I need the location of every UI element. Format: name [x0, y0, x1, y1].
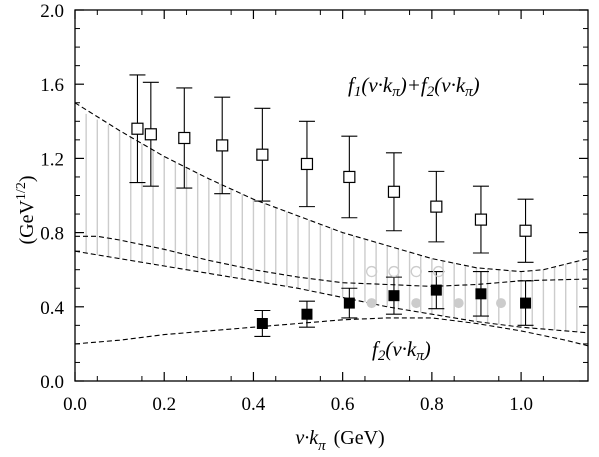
filled-square-marker	[430, 284, 442, 296]
dashed-curve	[74, 102, 589, 273]
data-markers	[129, 74, 534, 338]
x-tick-label: 1.0	[509, 394, 533, 415]
annotation-f2: f2(v·kπ)	[372, 337, 431, 364]
open-circle-marker	[388, 265, 400, 278]
y-tick-label: 1.6	[40, 75, 64, 96]
open-square-marker	[519, 224, 532, 237]
y-axis-label-sup: 1/2	[14, 182, 29, 200]
y-tick-label: 0.4	[40, 298, 64, 319]
filled-square-marker	[301, 308, 313, 320]
open-circle-marker	[410, 265, 422, 278]
x-tick-label: 0.4	[242, 394, 266, 415]
dashed-curve	[74, 317, 589, 347]
filled-square-marker	[343, 297, 355, 309]
x-tick-label: 0.6	[331, 394, 355, 415]
filled-circle-marker	[411, 298, 422, 309]
y-tick-label: 2.0	[40, 1, 64, 22]
x-tick-label: 0.2	[152, 394, 176, 415]
open-square-marker	[474, 213, 488, 226]
open-square-marker	[300, 157, 314, 171]
x-axis-label: v·kπ (GeV)	[295, 427, 384, 454]
dashed-curve	[74, 250, 589, 334]
open-square-marker	[256, 148, 269, 161]
y-axis-label-unit: (GeV	[16, 200, 38, 245]
y-axis-label: (GeV1/2)	[14, 176, 38, 245]
filled-circle-marker	[453, 298, 464, 309]
y-tick-label: 1.2	[40, 149, 64, 170]
plot-frame	[74, 9, 589, 382]
annotation-sum: f1(v·kπ)+f2(v·kπ)	[348, 73, 480, 100]
filled-square-marker	[475, 288, 487, 300]
open-square-marker	[178, 131, 191, 145]
filled-square-marker	[388, 290, 400, 302]
tick-labels: 0.0 0.2 0.4 0.6 0.8 1.0 0.0 0.4 0.8 1.2 1.6 2.0	[40, 1, 533, 415]
y-tick-label: 0.8	[40, 224, 64, 245]
x-axis-label-main: v·k	[295, 427, 319, 449]
open-square-marker	[144, 128, 157, 141]
x-axis-label-sub: π	[318, 438, 326, 454]
open-square-marker	[387, 185, 401, 198]
filled-square-marker	[256, 317, 268, 329]
open-square-marker	[216, 139, 229, 152]
x-axis-label-unit: (GeV)	[334, 427, 385, 449]
model-curves	[74, 102, 589, 347]
x-tick-label: 0.8	[420, 394, 444, 415]
open-circle-marker	[365, 265, 378, 278]
filled-circle-marker	[496, 298, 507, 309]
open-square-marker	[430, 200, 443, 213]
x-tick-label: 0.0	[63, 394, 87, 415]
y-tick-label: 0.0	[40, 372, 64, 393]
filled-circle-marker	[366, 298, 377, 309]
y-axis-label-close: )	[16, 176, 38, 183]
filled-square-marker	[520, 297, 532, 309]
open-square-marker	[131, 122, 144, 135]
open-square-marker	[343, 170, 356, 184]
open-circle-marker	[432, 265, 445, 278]
dashed-curve	[75, 235, 589, 287]
axis-ticks	[74, 9, 588, 382]
uncertainty-band	[74, 108, 578, 332]
